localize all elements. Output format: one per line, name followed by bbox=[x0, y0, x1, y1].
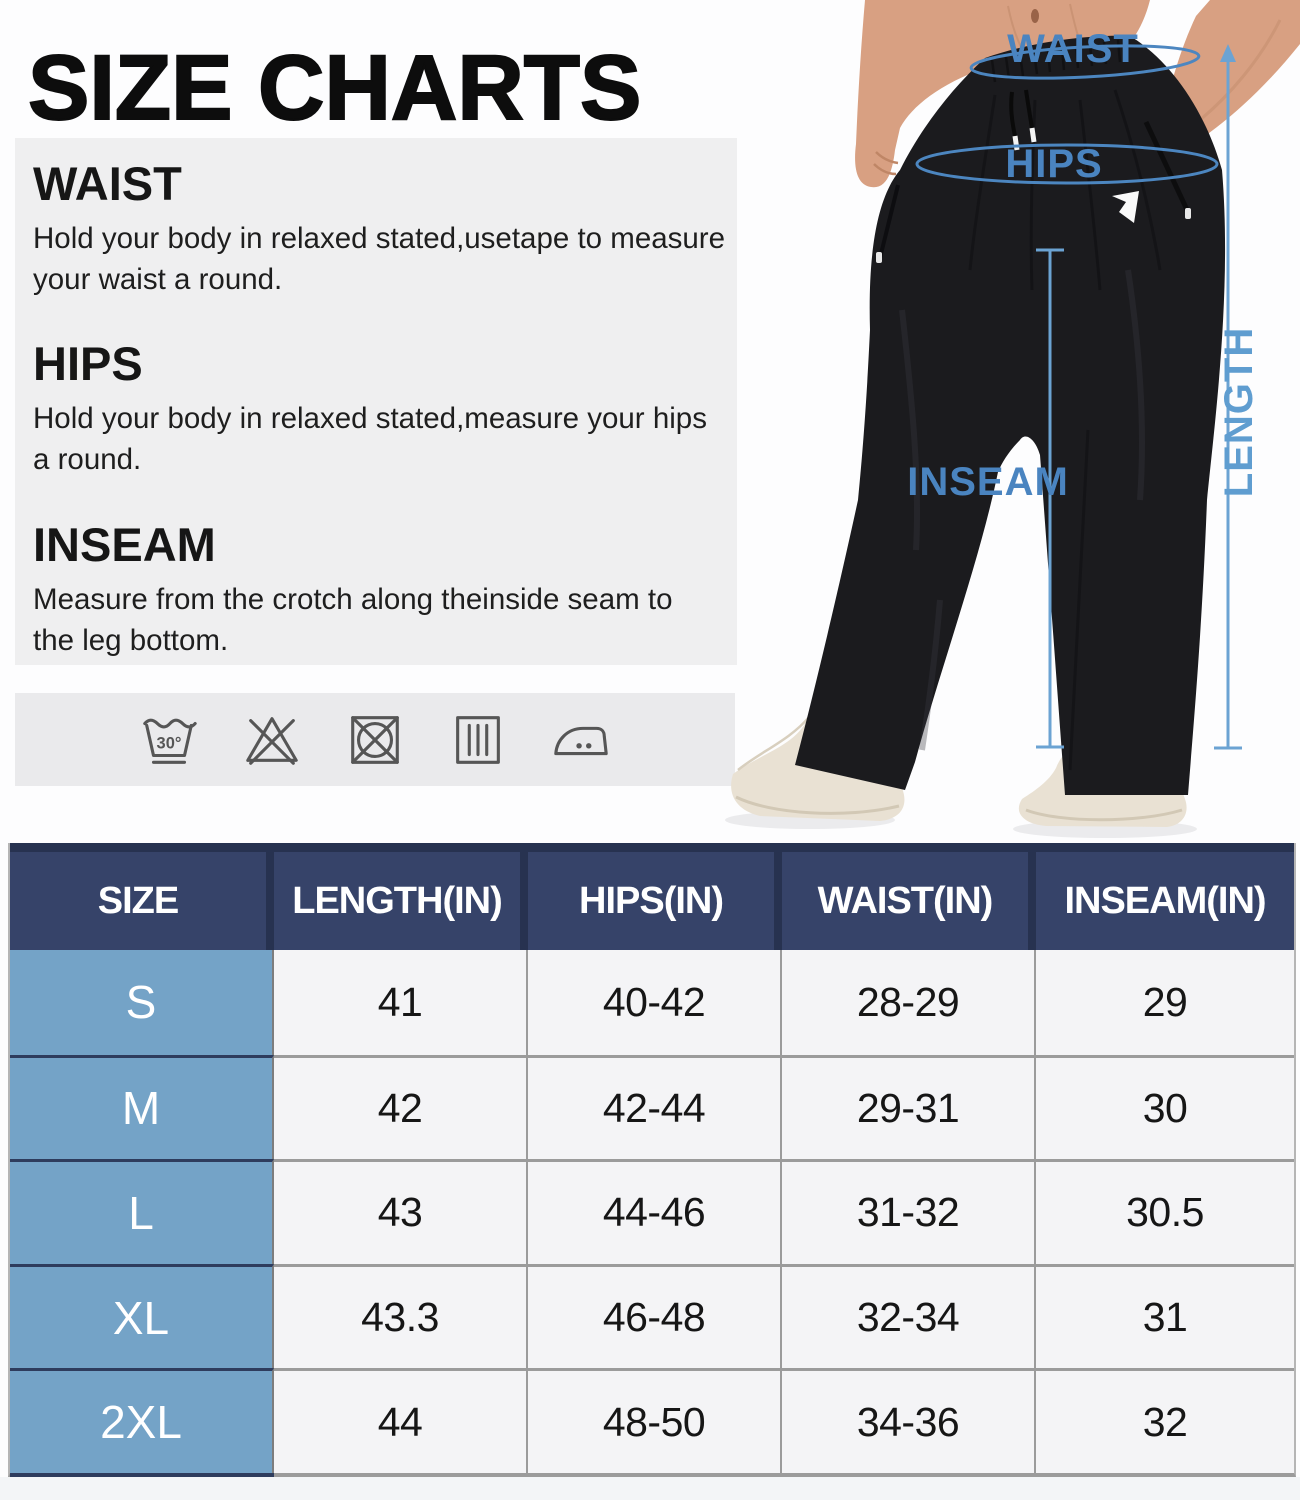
value-cell: 44-46 bbox=[528, 1159, 782, 1264]
wash-temp-label: 30° bbox=[157, 734, 182, 752]
value-cell: 44 bbox=[274, 1368, 528, 1473]
value-cell: 30 bbox=[1036, 1054, 1294, 1160]
care-instructions-panel: 30° bbox=[15, 693, 735, 786]
right-zipper-pull bbox=[1185, 208, 1191, 219]
do-not-tumble-dry-icon bbox=[351, 715, 399, 764]
waist-ellipse bbox=[969, 44, 1201, 80]
value-cell: 43 bbox=[274, 1159, 528, 1264]
size-label-cell: M bbox=[10, 1054, 274, 1160]
value-cell: 29 bbox=[1036, 950, 1294, 1055]
hips-annotation-label: HIPS bbox=[1005, 142, 1102, 186]
fabric-sheen bbox=[899, 269, 1145, 751]
iron-medium-icon bbox=[554, 726, 608, 755]
model-photo: WAIST HIPS INSEAM LENGTH bbox=[725, 0, 1300, 838]
sweatpants bbox=[795, 35, 1226, 795]
page-title: SIZE CHARTS bbox=[27, 36, 642, 140]
size-table: SIZE LENGTH(IN) HIPS(IN) WAIST(IN) INSEA… bbox=[8, 843, 1296, 1477]
value-cell: 40-42 bbox=[528, 950, 782, 1055]
size-label-cell: S bbox=[10, 950, 274, 1055]
value-cell: 31-32 bbox=[782, 1159, 1036, 1264]
size-label-cell: L bbox=[10, 1159, 274, 1264]
waist-section-body: Hold your body in relaxed stated,usetape… bbox=[33, 222, 726, 296]
col-header-inseam: INSEAM(IN) bbox=[1036, 852, 1294, 950]
value-cell: 32 bbox=[1036, 1368, 1294, 1473]
value-cell: 48-50 bbox=[528, 1368, 782, 1473]
table-row-m: M 42 42-44 29-31 30 bbox=[10, 1054, 1294, 1160]
col-header-size: SIZE bbox=[10, 852, 274, 950]
value-cell: 42 bbox=[274, 1054, 528, 1160]
measure-guide-panel: WAIST Hold your body in relaxed stated,u… bbox=[15, 138, 737, 665]
left-zipper-pull bbox=[876, 252, 882, 263]
inseam-section-heading: INSEAM bbox=[33, 517, 216, 571]
arm-shading bbox=[1199, 19, 1282, 122]
bottom-background-strip bbox=[0, 1477, 1300, 1500]
value-cell: 41 bbox=[274, 950, 528, 1055]
hips-ellipse bbox=[915, 143, 1219, 185]
waist-annotation-label: WAIST bbox=[1007, 27, 1139, 71]
col-header-hips: HIPS(IN) bbox=[528, 852, 782, 950]
man-figure bbox=[725, 0, 1300, 838]
waistband-texture bbox=[990, 39, 1122, 83]
value-cell: 31 bbox=[1036, 1263, 1294, 1369]
size-table-header: SIZE LENGTH(IN) HIPS(IN) WAIST(IN) INSEA… bbox=[10, 843, 1294, 950]
length-line bbox=[1214, 58, 1242, 750]
do-not-bleach-icon bbox=[246, 716, 298, 765]
inseam-annotation-label: INSEAM bbox=[907, 460, 1069, 504]
hips-section-heading: HIPS bbox=[33, 337, 143, 391]
table-row-l: L 43 44-46 31-32 30.5 bbox=[10, 1159, 1294, 1264]
right-pocket-slit bbox=[1143, 120, 1191, 214]
drip-dry-icon bbox=[456, 715, 500, 764]
left-pocket-slit bbox=[878, 184, 900, 259]
brand-logo bbox=[1112, 191, 1139, 223]
length-arrow-icon bbox=[1220, 44, 1236, 62]
table-row-s: S 41 40-42 28-29 29 bbox=[10, 950, 1294, 1055]
inseam-line bbox=[1036, 248, 1064, 749]
value-cell: 30.5 bbox=[1036, 1159, 1294, 1264]
col-header-waist: WAIST(IN) bbox=[782, 852, 1036, 950]
hips-section-body: Hold your body in relaxed stated,measure… bbox=[33, 402, 707, 477]
navel bbox=[1031, 9, 1039, 23]
size-label-cell: 2XL bbox=[10, 1368, 274, 1473]
value-cell: 46-48 bbox=[528, 1263, 782, 1369]
value-cell: 34-36 bbox=[782, 1368, 1036, 1473]
length-annotation-label: LENGTH bbox=[1217, 327, 1261, 497]
size-label-cell: XL bbox=[10, 1263, 274, 1369]
table-row-2xl: 2XL 44 48-50 34-36 32 bbox=[10, 1368, 1294, 1473]
wash-30-gentle-icon: 30° bbox=[143, 718, 197, 764]
waist-section-heading: WAIST bbox=[33, 157, 182, 210]
value-cell: 32-34 bbox=[782, 1263, 1036, 1369]
value-cell: 28-29 bbox=[782, 950, 1036, 1055]
col-header-length: LENGTH(IN) bbox=[274, 852, 528, 950]
value-cell: 29-31 bbox=[782, 1054, 1036, 1160]
left-hand-fingers bbox=[873, 151, 899, 176]
drawstrings bbox=[1009, 89, 1037, 151]
measurement-annotations: WAIST HIPS INSEAM LENGTH bbox=[907, 27, 1261, 750]
value-cell: 42-44 bbox=[528, 1054, 782, 1160]
table-row-xl: XL 43.3 46-48 32-34 31 bbox=[10, 1263, 1294, 1369]
value-cell: 43.3 bbox=[274, 1263, 528, 1369]
inseam-section-body: Measure from the crotch along theinside … bbox=[33, 582, 673, 657]
